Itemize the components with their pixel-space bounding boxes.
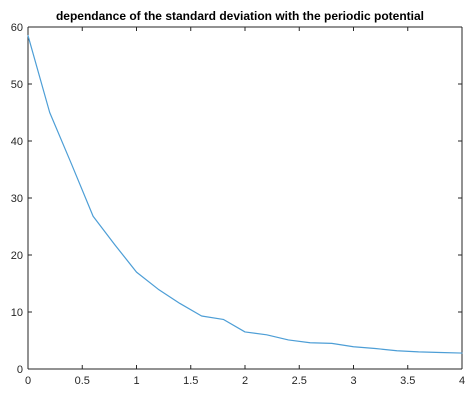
x-tick-label: 2 (242, 375, 248, 387)
series-group (27, 34, 463, 354)
y-tick-label: 50 (11, 79, 23, 91)
chart-title: dependance of the standard deviation wit… (56, 9, 424, 23)
y-tick-label: 10 (11, 307, 23, 319)
y-axis-ticks: 0 10 20 30 40 50 60 (11, 22, 462, 376)
y-tick-label: 30 (11, 193, 23, 205)
x-tick-label: 1.5 (183, 375, 198, 387)
x-tick-label: 4 (459, 375, 465, 387)
y-tick-label: 60 (11, 22, 23, 34)
x-tick-label: 1 (133, 375, 139, 387)
x-tick-label: 0.5 (75, 375, 90, 387)
axes (27, 26, 463, 370)
x-axis-ticks: 0 0.5 1 1.5 2 2.5 3 3.5 4 (25, 27, 465, 387)
x-tick-label: 3.5 (400, 375, 415, 387)
y-tick-label: 0 (17, 364, 23, 376)
series-line (27, 34, 463, 354)
x-tick-label: 3 (350, 375, 356, 387)
x-tick-label: 0 (25, 375, 31, 387)
y-tick-label: 40 (11, 136, 23, 148)
x-tick-label: 2.5 (292, 375, 307, 387)
y-tick-label: 20 (11, 250, 23, 262)
